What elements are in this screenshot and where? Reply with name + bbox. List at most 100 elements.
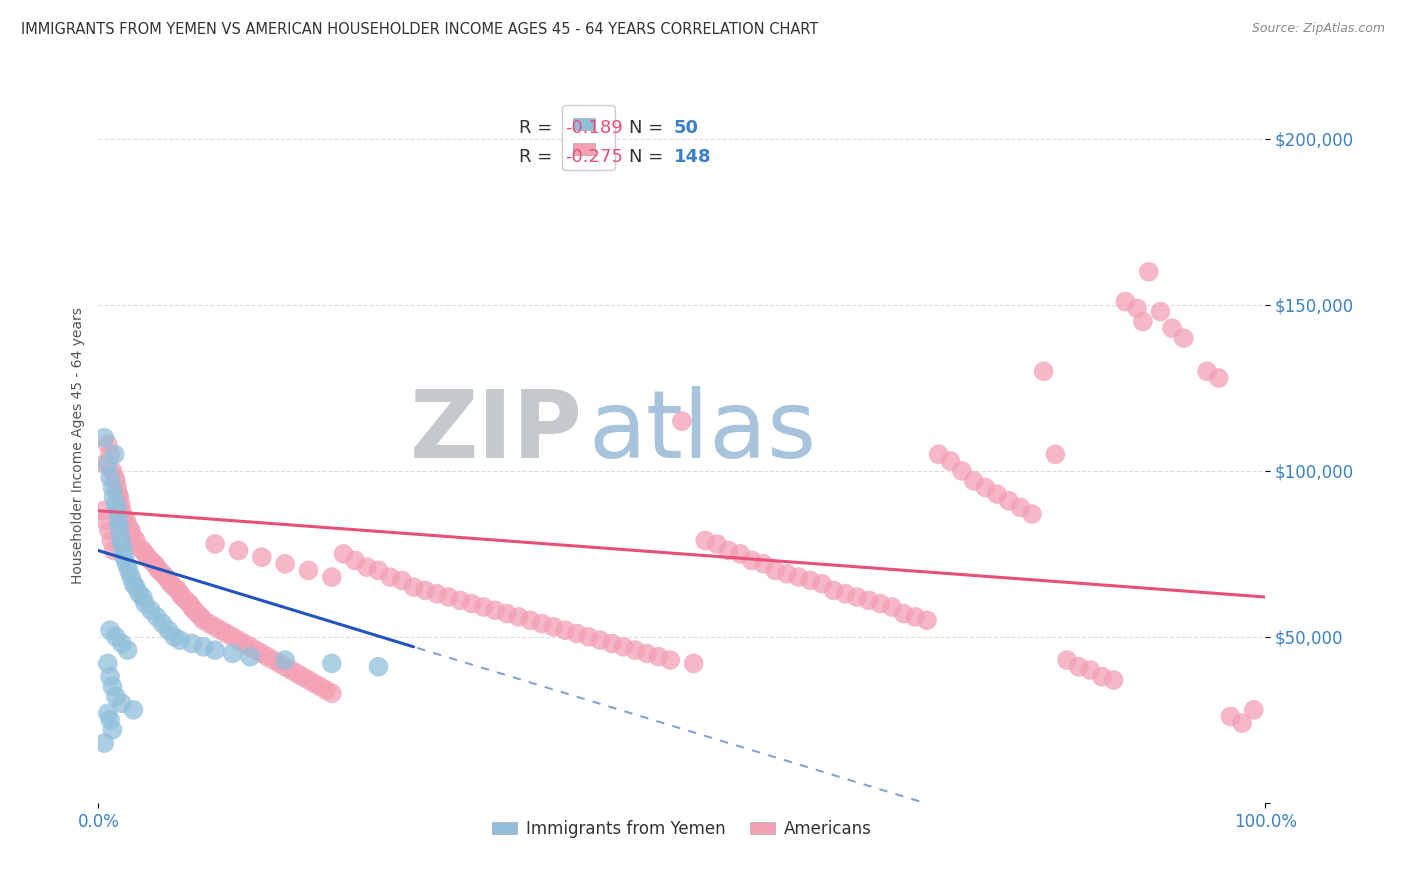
Point [893, 607, 915, 621]
Point [508, 610, 530, 624]
Point [846, 590, 869, 604]
Point [157, 574, 180, 588]
Point [204, 537, 226, 551]
Point [120, 570, 142, 584]
Point [356, 560, 378, 574]
Point [111, 537, 134, 551]
Y-axis label: Householder Income Ages 45 - 64 years: Householder Income Ages 45 - 64 years [70, 308, 84, 584]
Point [104, 474, 127, 488]
Point [671, 414, 693, 428]
Point [94, 514, 117, 528]
Point [1219, 709, 1241, 723]
Point [159, 576, 181, 591]
Point [1010, 500, 1032, 515]
Point [209, 624, 232, 638]
Point [179, 597, 201, 611]
Point [112, 550, 135, 565]
Point [449, 593, 471, 607]
Point [1137, 265, 1160, 279]
Point [136, 550, 159, 565]
Point [172, 590, 194, 604]
Point [380, 570, 402, 584]
Point [111, 696, 134, 710]
Point [110, 497, 132, 511]
Point [280, 663, 302, 677]
Point [543, 620, 565, 634]
Point [321, 570, 343, 584]
Point [600, 636, 623, 650]
Point [118, 520, 141, 534]
Point [647, 649, 669, 664]
Point [1056, 653, 1078, 667]
Point [104, 630, 127, 644]
Point [1243, 703, 1265, 717]
Point [104, 470, 127, 484]
Point [730, 547, 752, 561]
Point [198, 616, 221, 631]
Point [169, 633, 191, 648]
Point [682, 657, 704, 671]
Point [332, 547, 354, 561]
Point [155, 570, 177, 584]
Point [565, 626, 588, 640]
Point [143, 557, 166, 571]
Point [93, 736, 115, 750]
Text: 50: 50 [673, 120, 699, 137]
Point [163, 630, 186, 644]
Point [391, 574, 413, 588]
Point [974, 481, 997, 495]
Point [904, 610, 927, 624]
Point [139, 553, 162, 567]
Point [741, 553, 763, 567]
Point [799, 574, 821, 588]
Point [962, 474, 984, 488]
Text: N =: N = [630, 120, 669, 137]
Point [315, 682, 337, 697]
Point [98, 670, 121, 684]
Point [97, 706, 120, 721]
Point [101, 481, 124, 495]
Point [986, 487, 1008, 501]
Point [112, 510, 135, 524]
Point [122, 530, 145, 544]
Point [1102, 673, 1125, 687]
Point [1032, 364, 1054, 378]
Point [134, 597, 156, 611]
Point [1067, 659, 1090, 673]
Point [97, 457, 120, 471]
Point [108, 520, 131, 534]
Point [304, 676, 326, 690]
Point [1149, 304, 1171, 318]
Point [880, 599, 903, 614]
Point [215, 626, 238, 640]
Point [578, 630, 600, 644]
Point [101, 723, 124, 737]
Point [190, 610, 212, 624]
Point [122, 576, 145, 591]
Point [787, 570, 810, 584]
Point [285, 666, 308, 681]
Point [928, 447, 950, 461]
Point [1080, 663, 1102, 677]
Point [100, 533, 122, 548]
Point [157, 624, 180, 638]
Text: IMMIGRANTS FROM YEMEN VS AMERICAN HOUSEHOLDER INCOME AGES 45 - 64 YEARS CORRELAT: IMMIGRANTS FROM YEMEN VS AMERICAN HOUSEH… [21, 22, 818, 37]
Point [110, 530, 132, 544]
Point [426, 587, 449, 601]
Point [717, 543, 740, 558]
Point [1132, 314, 1154, 328]
Point [402, 580, 425, 594]
Point [269, 657, 291, 671]
Point [659, 653, 682, 667]
Text: Source: ZipAtlas.com: Source: ZipAtlas.com [1251, 22, 1385, 36]
Point [950, 464, 973, 478]
Point [256, 649, 278, 664]
Point [472, 599, 495, 614]
Text: ZIP: ZIP [409, 385, 582, 478]
Point [125, 533, 148, 548]
Point [695, 533, 717, 548]
Point [122, 703, 145, 717]
Point [117, 643, 139, 657]
Point [636, 647, 658, 661]
Point [174, 593, 197, 607]
